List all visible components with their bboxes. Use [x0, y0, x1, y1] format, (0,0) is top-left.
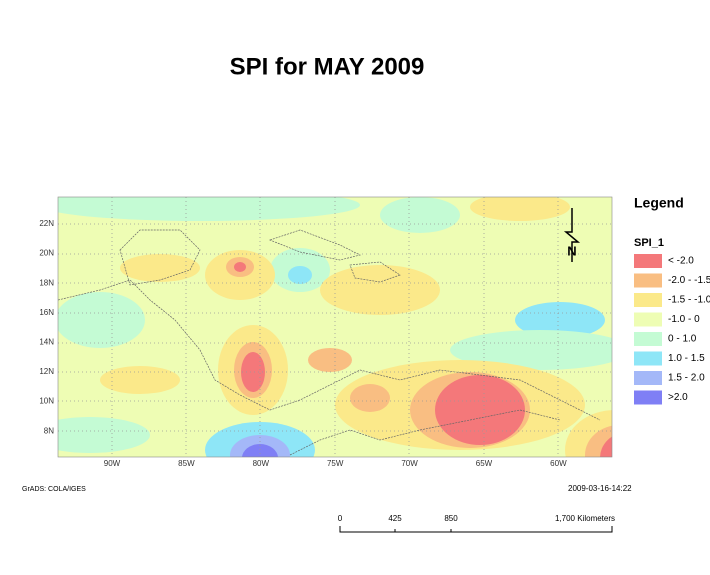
lat-label: 10N — [39, 397, 54, 406]
scale-label: 850 — [444, 514, 458, 523]
legend-label: -2.0 - -1.5 — [668, 275, 710, 286]
map-frame — [57, 196, 613, 458]
lon-label: 60W — [550, 459, 567, 468]
legend-swatch — [634, 351, 662, 366]
scale-bar — [339, 526, 613, 533]
lon-label: 70W — [401, 459, 418, 468]
legend-title: Legend — [634, 195, 684, 211]
lon-label: 65W — [476, 459, 493, 468]
scale-labels: 0 425 850 1,700 Kilometers — [338, 514, 615, 523]
legend-label: < -2.0 — [668, 256, 694, 267]
scale-label: 425 — [388, 514, 402, 523]
lat-label: 22N — [39, 219, 54, 228]
legend-label: >2.0 — [668, 392, 688, 403]
legend-swatch — [634, 273, 662, 288]
scale-label: 0 — [338, 514, 343, 523]
north-arrow: N — [563, 208, 581, 262]
map-title: SPI for MAY 2009 — [230, 53, 425, 80]
scale-label: 1,700 Kilometers — [555, 514, 615, 523]
legend-swatch — [634, 254, 662, 268]
lat-label: 8N — [44, 426, 54, 435]
lat-label: 14N — [39, 338, 54, 347]
lon-label: 90W — [104, 459, 121, 468]
legend-label: -1.5 - -1.0 — [668, 295, 710, 306]
lat-labels: 22N 20N 18N 16N 14N 12N 10N 8N — [39, 219, 54, 435]
grid — [58, 197, 612, 457]
legend-swatch — [634, 293, 662, 307]
lat-label: 20N — [39, 249, 54, 258]
lon-label: 80W — [253, 459, 270, 468]
legend-swatch — [634, 371, 662, 385]
legend-label: 0 - 1.0 — [668, 334, 697, 345]
footer-right: 2009-03-16-14:22 — [568, 484, 632, 493]
lon-label: 75W — [327, 459, 344, 468]
lat-label: 18N — [39, 278, 54, 287]
legend-field: SPI_1 — [634, 237, 664, 249]
legend-swatch — [634, 390, 662, 405]
footer-left: GrADS: COLA/IGES — [22, 486, 86, 493]
lon-labels: 90W 85W 80W 75W 70W 65W 60W — [104, 459, 567, 468]
map-field — [58, 197, 612, 457]
legend-label: 1.5 - 2.0 — [668, 373, 705, 384]
lat-label: 16N — [39, 308, 54, 317]
legend-items: < -2.0 -2.0 - -1.5 -1.5 - -1.0 -1.0 - 0 0 - … — [634, 254, 710, 405]
legend-swatch — [634, 332, 662, 346]
north-label: N — [567, 243, 576, 258]
legend-swatch — [634, 312, 662, 327]
legend-label: 1.0 - 1.5 — [668, 353, 705, 364]
lat-label: 12N — [39, 367, 54, 376]
lon-label: 85W — [178, 459, 195, 468]
legend-label: -1.0 - 0 — [668, 314, 700, 325]
